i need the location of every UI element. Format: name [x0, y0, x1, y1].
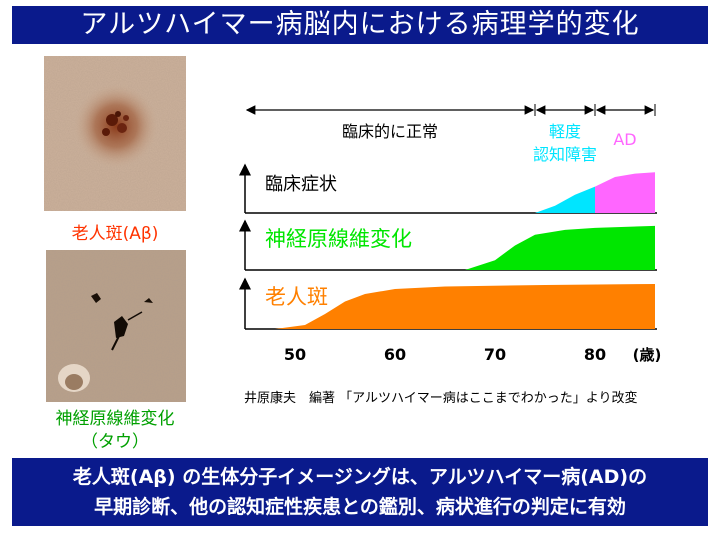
- clinical-symptoms-label: 臨床症状: [265, 174, 337, 195]
- stage-label-ad: AD: [613, 130, 636, 149]
- tangle-image: [46, 250, 186, 402]
- clinical-symptoms-area-ad: [595, 172, 655, 213]
- stage-label-mci-1: 軽度: [549, 122, 581, 141]
- x-tick-70: 70: [484, 345, 506, 364]
- x-tick-50: 50: [284, 345, 306, 364]
- summary-line-1: 老人斑(Aβ) の生体分子イメージングは、アルツハイマー病(AD)の: [72, 466, 648, 488]
- tangles-label: 神経原線維変化: [265, 227, 412, 251]
- plaques-label: 老人斑: [265, 285, 328, 309]
- slide-title: アルツハイマー病脳内における病理学的変化: [12, 6, 708, 44]
- senile-plaque-image: [44, 56, 186, 211]
- stage-label-normal: 臨床的に正常: [342, 122, 438, 141]
- plaques-area: [275, 284, 655, 329]
- stage-label-mci-2: 認知障害: [533, 145, 597, 164]
- senile-plaque-caption: 老人斑(Aβ): [71, 224, 159, 244]
- tangle-caption-line2: （タウ）: [81, 432, 149, 452]
- summary-box: 老人斑(Aβ) の生体分子イメージングは、アルツハイマー病(AD)の 早期診断、…: [12, 458, 708, 526]
- tangles-area: [465, 225, 655, 270]
- x-tick-60: 60: [384, 345, 406, 364]
- tangle-caption-line1: 神経原線維変化: [55, 409, 175, 429]
- x-unit-label: (歳): [633, 346, 662, 364]
- x-tick-80: 80: [584, 345, 606, 364]
- tangle-photo: [46, 250, 186, 402]
- source-citation: 井原康夫 編著 「アルツハイマー病はここまでわかった」より改変: [244, 391, 638, 406]
- summary-line-2: 早期診断、他の認知症性疾患との鑑別、病状進行の判定に有効: [94, 496, 626, 518]
- senile-plaque-photo: [44, 56, 186, 211]
- clinical-symptoms-area-mci: [535, 186, 595, 213]
